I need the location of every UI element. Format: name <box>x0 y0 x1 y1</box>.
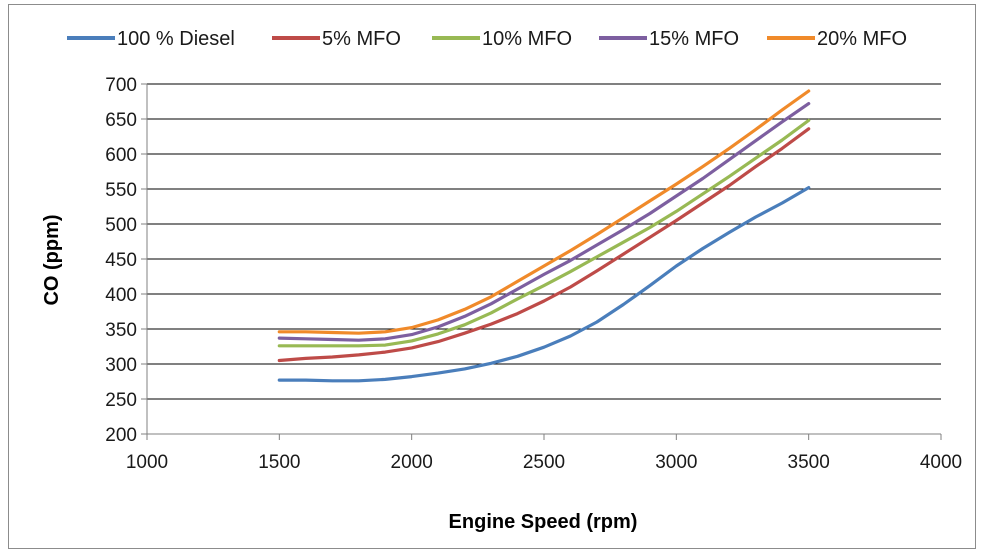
legend-label-3: 15% MFO <box>649 28 739 50</box>
y-tick-label-300: 300 <box>105 355 137 376</box>
chart-frame <box>8 4 976 549</box>
y-tick-label-600: 600 <box>105 145 137 166</box>
series-line-3 <box>277 101 811 342</box>
x-tick-label-4000: 4000 <box>920 452 962 473</box>
y-tick-label-500: 500 <box>105 215 137 236</box>
y-tick-label-200: 200 <box>105 425 137 446</box>
y-tick-label-450: 450 <box>105 250 137 271</box>
y-tick-label-700: 700 <box>105 75 137 96</box>
x-tick-label-2000: 2000 <box>391 452 433 473</box>
legend-label-1: 5% MFO <box>322 28 401 50</box>
x-tick-label-3000: 3000 <box>655 452 697 473</box>
y-tick-label-400: 400 <box>105 285 137 306</box>
legend-label-4: 20% MFO <box>817 28 907 50</box>
y-tick-label-650: 650 <box>105 110 137 131</box>
y-tick-label-250: 250 <box>105 390 137 411</box>
x-tick-label-1000: 1000 <box>126 452 168 473</box>
x-tick-label-1500: 1500 <box>258 452 300 473</box>
x-tick-label-3500: 3500 <box>788 452 830 473</box>
x-axis-title: Engine Speed (rpm) <box>449 511 638 533</box>
x-tick-label-2500: 2500 <box>523 452 565 473</box>
y-tick-label-350: 350 <box>105 320 137 341</box>
series-line-1 <box>277 127 811 363</box>
series-line-0 <box>277 186 811 383</box>
series-lines <box>277 89 811 383</box>
legend-label-0: 100 % Diesel <box>117 28 235 50</box>
series-line-4 <box>277 89 811 335</box>
series-line-2 <box>277 118 811 348</box>
legend: 100 % Diesel 5% MFO 10% MFO 15% MFO 20% MFO <box>67 28 907 50</box>
legend-label-2: 10% MFO <box>482 28 572 50</box>
gridlines <box>147 83 941 400</box>
x-tick-labels: 1000 1500 2000 2500 3000 3500 4000 <box>126 434 962 473</box>
y-axis-title: CO (ppm) <box>41 214 63 305</box>
y-tick-label-550: 550 <box>105 180 137 201</box>
y-tick-labels: 200 250 300 350 400 450 500 550 600 650 700 <box>105 75 147 446</box>
